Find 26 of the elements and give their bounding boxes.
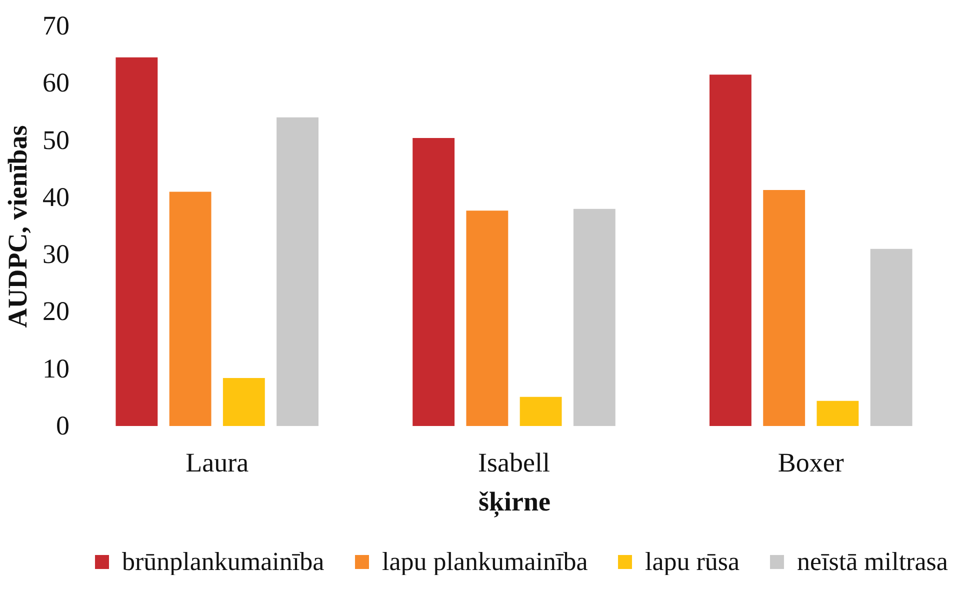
y-tick-label: 60 xyxy=(42,68,70,98)
y-axis-title: AUDPC, vienības xyxy=(2,125,32,328)
x-axis-title: šķirne xyxy=(478,486,551,518)
x-tick-label: Laura xyxy=(186,448,249,478)
x-tick-label: Boxer xyxy=(778,448,844,478)
x-tick-label: Isabell xyxy=(478,448,550,478)
y-tick-label: 10 xyxy=(42,353,70,384)
bar xyxy=(573,208,616,426)
bar xyxy=(520,396,562,426)
bar xyxy=(816,400,859,426)
y-tick-label: 70 xyxy=(42,10,70,40)
bar xyxy=(169,192,212,426)
legend-label: neīstā miltrasa xyxy=(797,547,948,576)
y-tick-label: 0 xyxy=(56,410,70,440)
bar xyxy=(763,190,806,426)
bar xyxy=(466,210,508,426)
y-tick-label: 20 xyxy=(42,296,70,326)
bar xyxy=(116,57,158,426)
y-tick-label: 30 xyxy=(42,239,70,270)
bar xyxy=(870,248,912,426)
bar xyxy=(276,117,318,426)
bar xyxy=(710,74,752,426)
y-tick-label: 50 xyxy=(42,124,70,155)
y-tick-label: 40 xyxy=(42,182,70,212)
bar xyxy=(412,138,455,426)
bar xyxy=(222,378,265,426)
